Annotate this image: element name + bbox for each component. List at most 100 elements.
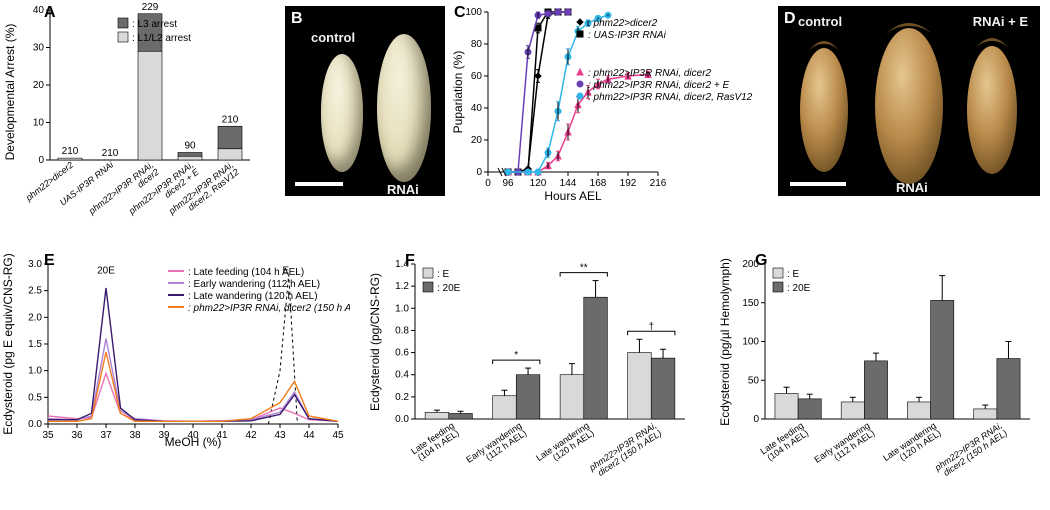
svg-text:20E: 20E	[97, 265, 115, 276]
svg-text:20: 20	[33, 80, 45, 91]
svg-text:: Early wandering (112 h AEL): : Early wandering (112 h AEL)	[188, 279, 320, 290]
panel-G: G 050100150200 Late feeding(104 h AEL)Ea…	[715, 250, 1050, 505]
panel-B-control-label: control	[311, 30, 355, 45]
panel-B-scalebar	[295, 182, 343, 186]
panel-G-ylabel: Ecdysteroid (pg/µl Hemolymph)	[718, 258, 732, 426]
pupa-rnaiE	[967, 38, 1017, 174]
svg-text:120: 120	[530, 178, 547, 189]
svg-text:Early wandering(112 h AEL): Early wandering(112 h AEL)	[464, 420, 528, 472]
panel-C-label: C	[454, 4, 466, 22]
svg-text:96: 96	[502, 178, 514, 189]
svg-text:Late feeding(104 h AEL): Late feeding(104 h AEL)	[409, 420, 461, 463]
panel-D-scalebar	[790, 182, 846, 186]
panel-G-svg: 050100150200 Late feeding(104 h AEL)Earl…	[715, 250, 1050, 505]
svg-text:2.0: 2.0	[28, 312, 42, 323]
svg-text:36: 36	[71, 430, 83, 441]
svg-text:1.5: 1.5	[28, 339, 42, 350]
panel-A: A 010203040 21021022990210 phm22>dicer2U…	[0, 0, 275, 245]
panel-E-label: E	[44, 252, 55, 270]
svg-text:0.6: 0.6	[395, 348, 409, 359]
svg-text:: UAS-IP3R RNAi: : UAS-IP3R RNAi	[588, 30, 667, 41]
svg-text:†: †	[648, 321, 654, 332]
panel-B-label: B	[291, 10, 303, 28]
panel-B-larva-rnai	[377, 34, 431, 182]
panel-F-svg: 0.00.20.40.60.81.01.21.4 Late feeding(10…	[365, 250, 705, 505]
svg-text:0: 0	[476, 167, 482, 178]
svg-text:: L3 arrest: : L3 arrest	[132, 19, 177, 30]
svg-text:20: 20	[471, 135, 483, 146]
svg-text:50: 50	[748, 375, 760, 386]
panel-D-photo: D control RNAi + E RNAi	[778, 6, 1040, 196]
svg-text:80: 80	[471, 39, 483, 50]
svg-text:: Late feeding (104 h AEL): : Late feeding (104 h AEL)	[188, 267, 304, 278]
svg-text:45: 45	[332, 430, 344, 441]
panel-C-ylabel: Pupariation (%)	[451, 51, 465, 134]
svg-text:210: 210	[222, 114, 239, 125]
svg-text:42: 42	[245, 430, 257, 441]
panel-E-svg: 0.00.51.01.52.02.53.0 353637383940414243…	[0, 250, 350, 505]
svg-text:10: 10	[33, 118, 45, 129]
svg-text:44: 44	[303, 430, 315, 441]
svg-text:229: 229	[142, 2, 159, 13]
panel-E-ylabel: Ecdysteroid (pg E equiv/CNS-RG)	[1, 253, 15, 434]
panel-D-pupae	[778, 6, 1040, 196]
svg-text:35: 35	[42, 430, 54, 441]
svg-text:: Late wandering (120 h AEL): : Late wandering (120 h AEL)	[188, 291, 318, 302]
svg-text:0.5: 0.5	[28, 392, 42, 403]
svg-text:192: 192	[620, 178, 637, 189]
svg-text:0: 0	[38, 155, 44, 166]
svg-text:100: 100	[465, 7, 482, 18]
svg-text:3.0: 3.0	[28, 259, 42, 270]
svg-text:1.2: 1.2	[395, 281, 409, 292]
svg-text:: phm22>dicer2: : phm22>dicer2	[588, 18, 658, 29]
pupa-rnai	[875, 23, 943, 184]
svg-text:0.0: 0.0	[395, 414, 409, 425]
svg-text:: phm22>IP3R RNAi, dicer2 (150: : phm22>IP3R RNAi, dicer2 (150 h AEL)	[188, 303, 350, 314]
panel-F-label: F	[405, 252, 415, 270]
panel-C-xlabel: Hours AEL	[544, 189, 602, 203]
svg-text:Late wandering(120 h AEL): Late wandering(120 h AEL)	[534, 420, 596, 470]
svg-text:: phm22>IP3R RNAi, dicer2 + E: : phm22>IP3R RNAi, dicer2 + E	[588, 80, 730, 91]
svg-text:144: 144	[560, 178, 577, 189]
svg-text:0.4: 0.4	[395, 370, 409, 381]
svg-text:0.2: 0.2	[395, 392, 409, 403]
svg-text:30: 30	[33, 43, 45, 54]
panel-B-rnai-label: RNAi	[387, 182, 419, 197]
svg-text:40: 40	[33, 5, 45, 16]
panel-B-photo: B control RNAi	[285, 6, 445, 196]
panel-A-ylabel: Developmental Arrest (%)	[3, 24, 17, 161]
panel-A-label: A	[44, 4, 56, 22]
svg-text:216: 216	[650, 178, 667, 189]
svg-text:38: 38	[129, 430, 141, 441]
svg-text:150: 150	[742, 298, 759, 309]
svg-text:Late feeding(104 h AEL): Late feeding(104 h AEL)	[759, 420, 811, 463]
svg-text:100: 100	[742, 337, 759, 348]
svg-text:phm22>IP3R RNAi,dicer2 (150 h: phm22>IP3R RNAi,dicer2 (150 h AEL)	[587, 420, 664, 480]
svg-text:**: **	[580, 263, 588, 274]
svg-text:43: 43	[274, 430, 286, 441]
panel-B-larva-control	[321, 54, 363, 172]
svg-text:0.0: 0.0	[28, 419, 42, 430]
panel-F: F 0.00.20.40.60.81.01.21.4 Late feeding(…	[365, 250, 705, 505]
svg-text:: E: : E	[437, 269, 450, 280]
panel-E: E 0.00.51.01.52.02.53.0 3536373839404142…	[0, 250, 350, 505]
svg-text:168: 168	[590, 178, 607, 189]
svg-text:: 20E: : 20E	[437, 283, 461, 294]
svg-text:0.8: 0.8	[395, 325, 409, 336]
svg-text:Early wandering(112 h AEL): Early wandering(112 h AEL)	[812, 420, 876, 472]
pupa-control	[800, 41, 848, 172]
svg-text:: 20E: : 20E	[787, 283, 811, 294]
panel-C: C 020406080100 096120144168192216 : phm2…	[450, 0, 770, 240]
svg-text:1.0: 1.0	[28, 366, 42, 377]
svg-text:210: 210	[102, 148, 119, 159]
svg-text:phm22>IP3R RNAi,dicer2 (150 h: phm22>IP3R RNAi,dicer2 (150 h AEL)	[932, 420, 1009, 480]
panel-C-svg: 020406080100 096120144168192216 : phm22>…	[450, 0, 770, 240]
svg-text:90: 90	[184, 141, 196, 152]
svg-text:0: 0	[753, 414, 759, 425]
svg-text:37: 37	[100, 430, 112, 441]
svg-text:60: 60	[471, 71, 483, 82]
svg-text:210: 210	[62, 146, 79, 157]
panel-A-svg: 010203040 21021022990210 phm22>dicer2UAS…	[0, 0, 275, 245]
svg-text:: E: : E	[787, 269, 800, 280]
panel-E-xlabel: MeOH (%)	[165, 435, 222, 449]
